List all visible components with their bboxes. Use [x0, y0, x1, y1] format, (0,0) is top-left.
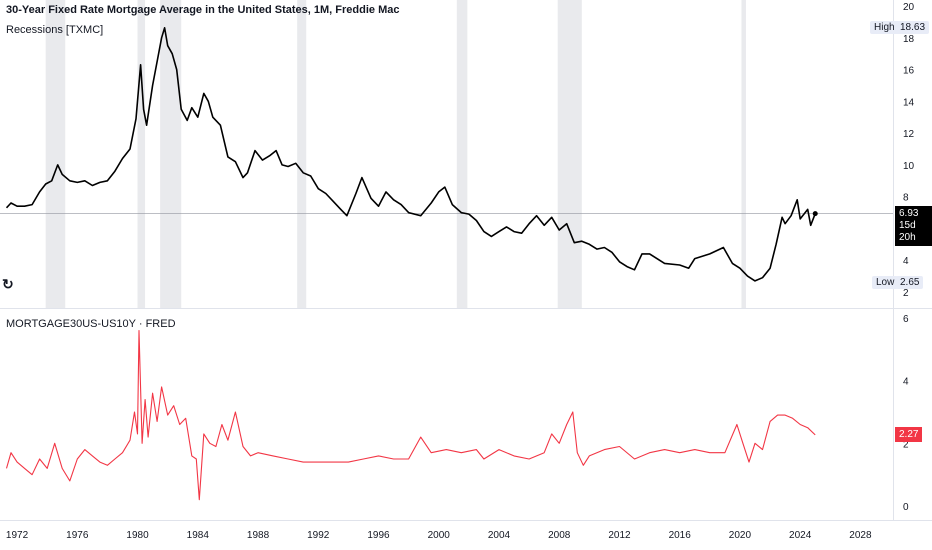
top-y-tick: 10	[903, 161, 915, 172]
bar-countdown: 15d 20h	[899, 220, 916, 243]
mortgage-line	[5, 26, 816, 282]
low-value: 2.65	[896, 276, 924, 289]
spread-last-tag: 2.27	[895, 427, 923, 442]
top-price-axis[interactable]: 2468101214161820	[903, 2, 915, 299]
bottom-y-tick: 0	[903, 502, 909, 513]
top-y-tick: 12	[903, 129, 915, 140]
x-tick-label: 1988	[247, 530, 270, 541]
x-tick-label: 2028	[849, 530, 872, 541]
x-tick-label: 1976	[66, 530, 89, 541]
bottom-price-axis[interactable]: 0 2 4 6	[903, 314, 909, 513]
x-tick-label: 2024	[789, 530, 812, 541]
top-y-tick: 20	[903, 2, 915, 13]
recession-band-4	[456, 0, 468, 308]
tradingview-logo-icon[interactable]: ↻	[2, 276, 14, 292]
x-tick-label: 2012	[608, 530, 631, 541]
recession-band-6	[741, 0, 746, 308]
top-y-tick: 2	[903, 288, 909, 299]
recessions-legend[interactable]: Recessions [TXMC]	[6, 24, 104, 36]
recession-bands	[45, 0, 746, 308]
x-tick-label: 2000	[428, 530, 451, 541]
bottom-legend-title[interactable]: MORTGAGE30US-US10Y · FRED	[6, 318, 176, 330]
x-tick-label: 2016	[669, 530, 692, 541]
recession-band-3	[297, 0, 307, 308]
x-tick-label: 1972	[6, 530, 29, 541]
top-y-tick: 16	[903, 66, 915, 77]
spread-series	[5, 329, 816, 501]
recession-band-2	[160, 0, 182, 308]
x-tick-label: 2004	[488, 530, 511, 541]
x-tick-label: 1984	[187, 530, 210, 541]
bottom-y-tick: 4	[903, 377, 909, 388]
bottom-y-tick: 2	[903, 439, 909, 450]
top-y-tick: 8	[903, 193, 909, 204]
x-tick-label: 1992	[307, 530, 330, 541]
high-value: 18.63	[896, 21, 930, 34]
last-price-tag: 6.93 15d 20h	[895, 206, 932, 246]
top-y-tick: 18	[903, 34, 915, 45]
x-tick-label: 2020	[729, 530, 752, 541]
mortgage-series	[5, 26, 818, 282]
x-tick-label: 2008	[548, 530, 571, 541]
x-tick-label: 1980	[126, 530, 149, 541]
x-tick-label: 1996	[367, 530, 390, 541]
top-y-tick: 14	[903, 97, 915, 108]
high-label: High	[870, 21, 899, 34]
recession-band-5	[557, 0, 582, 308]
last-price-value: 6.93	[899, 208, 919, 219]
chart-separators	[0, 0, 932, 521]
bottom-y-tick: 6	[903, 314, 909, 325]
top-y-tick: 4	[903, 256, 909, 267]
time-axis[interactable]: 1972 1976 1980 1984 1988 1992 1996 2000 2004 2008…	[6, 530, 872, 541]
recession-band-1	[137, 0, 146, 308]
top-legend-title[interactable]: 30-Year Fixed Rate Mortgage Average in t…	[6, 4, 400, 16]
mortgage-last-point	[812, 211, 818, 217]
recession-band-0	[45, 0, 66, 308]
low-label: Low	[872, 276, 899, 289]
spread-line	[5, 329, 816, 501]
